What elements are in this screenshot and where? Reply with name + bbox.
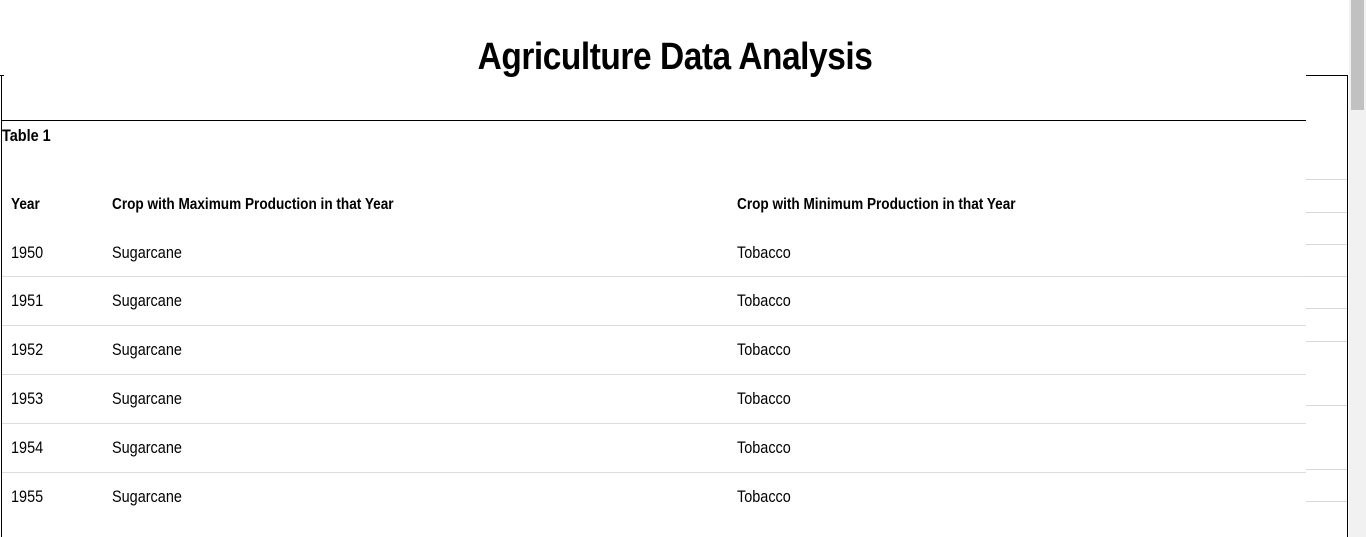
frame-top-right-border [1306,75,1348,76]
gutter-line [1306,501,1347,502]
cell-text: 1951 [11,291,44,310]
cell-min-crop: Tobacco [728,374,1306,424]
gutter-line [1306,179,1347,180]
cell-text: Tobacco [737,340,791,359]
cell-text: Sugarcane [112,389,182,408]
table-row: 1952 Sugarcane Tobacco [2,325,1306,375]
frame-tick [0,75,4,76]
cell-text: 1950 [11,242,44,262]
cell-text: Tobacco [737,438,791,457]
cell-year: 1952 [2,325,103,375]
crop-production-table: Year Crop with Maximum Production in tha… [2,180,1306,521]
cell-text: Tobacco [737,242,791,262]
scrollbar-thumb[interactable] [1351,0,1364,110]
column-header-label: Crop with Maximum Production in that Yea… [112,195,394,213]
cell-min-crop: Tobacco [728,229,1306,277]
table-row: 1954 Sugarcane Tobacco [2,423,1306,473]
gutter-line [1306,405,1347,406]
cell-max-crop: Sugarcane [103,472,728,521]
cell-max-crop: Sugarcane [103,374,728,424]
cell-min-crop: Tobacco [728,423,1306,473]
gutter-line [1306,308,1347,309]
cell-year: 1951 [2,276,103,326]
column-header-min-crop: Crop with Minimum Production in that Yea… [728,180,1306,229]
cell-max-crop: Sugarcane [103,325,728,375]
cell-text: Sugarcane [112,291,182,310]
table-header-row: Year Crop with Maximum Production in tha… [2,180,1306,229]
cell-text: Tobacco [737,389,791,408]
cell-text: Sugarcane [112,438,182,457]
column-header-max-crop: Crop with Maximum Production in that Yea… [103,180,728,229]
cell-year: 1955 [2,472,103,521]
gutter-line [1306,341,1347,342]
cell-year: 1953 [2,374,103,424]
cell-text: 1952 [11,340,44,359]
table-caption: Table 1 [2,126,51,145]
column-header-year: Year [2,180,103,229]
cell-text: Sugarcane [112,487,182,506]
gutter-line [1306,469,1347,470]
gutter-line [1306,276,1347,277]
gutter-line [1306,212,1347,213]
frame-right-border [1347,75,1348,537]
cell-text: Tobacco [737,487,791,506]
cell-min-crop: Tobacco [728,472,1306,521]
cell-text: Sugarcane [112,340,182,359]
cell-min-crop: Tobacco [728,325,1306,375]
cell-max-crop: Sugarcane [103,229,728,277]
cell-text: 1954 [11,438,44,457]
cell-max-crop: Sugarcane [103,423,728,473]
table-row: 1950 Sugarcane Tobacco [2,229,1306,277]
table-row: 1955 Sugarcane Tobacco [2,472,1306,521]
column-header-label: Year [11,195,40,213]
page-title: Agriculture Data Analysis [477,36,873,78]
cell-min-crop: Tobacco [728,276,1306,326]
cell-max-crop: Sugarcane [103,276,728,326]
column-header-label: Crop with Minimum Production in that Yea… [737,195,1016,213]
table-row: 1953 Sugarcane Tobacco [2,374,1306,424]
frame-left-border [1,75,2,537]
table-row: 1951 Sugarcane Tobacco [2,276,1306,326]
cell-text: 1955 [11,487,44,506]
cell-year: 1950 [2,229,103,277]
cell-text: Tobacco [737,291,791,310]
cell-text: 1953 [11,389,44,408]
gutter-line [1306,244,1347,245]
cell-text: Sugarcane [112,242,182,262]
header-divider [1,120,1306,121]
cell-year: 1954 [2,423,103,473]
vertical-scrollbar[interactable] [1349,0,1366,537]
